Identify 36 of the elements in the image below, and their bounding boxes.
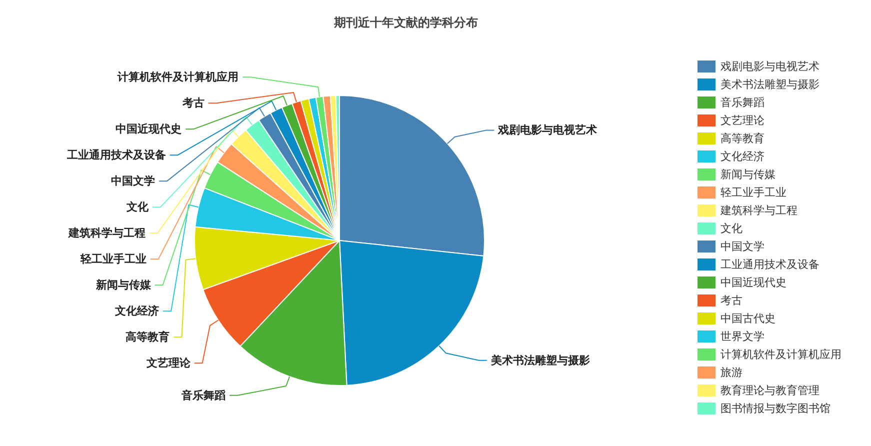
data-label: 工业通用技术及设备 xyxy=(66,148,166,162)
chart-title: 期刊近十年文献的学科分布 xyxy=(333,16,478,30)
data-label: 音乐舞蹈 xyxy=(180,388,226,402)
legend-label: 文化经济 xyxy=(720,150,764,163)
legend-label: 工业通用技术及设备 xyxy=(720,258,820,271)
data-label: 文化 xyxy=(125,200,150,214)
legend-label: 中国古代史 xyxy=(720,312,776,325)
data-label: 中国文学 xyxy=(111,174,156,188)
data-label: 计算机软件及计算机应用 xyxy=(116,70,239,84)
legend-label: 中国文学 xyxy=(720,240,764,253)
legend-label: 图书情报与数字图书馆 xyxy=(720,402,830,415)
legend-label: 美术书法雕塑与摄影 xyxy=(720,78,820,91)
legend-label: 戏剧电影与电视艺术 xyxy=(720,60,820,73)
legend-label: 世界文学 xyxy=(720,330,764,343)
data-label: 中国近现代史 xyxy=(116,122,182,136)
data-label: 美术书法雕塑与摄影 xyxy=(490,354,590,367)
data-label: 文艺理论 xyxy=(145,356,192,370)
legend-label: 轻工业手工业 xyxy=(720,186,786,199)
legend-label: 新闻与传媒 xyxy=(720,168,776,181)
data-label: 建筑科学与工程 xyxy=(68,226,146,240)
legend-label: 旅游 xyxy=(720,366,742,379)
data-label: 考古 xyxy=(181,96,204,110)
legend-label: 中国近现代史 xyxy=(720,276,786,289)
data-label: 高等教育 xyxy=(126,330,170,344)
legend-label: 文化 xyxy=(720,222,742,235)
legend-label: 考古 xyxy=(720,294,742,307)
data-label: 新闻与传媒 xyxy=(94,278,152,292)
legend-label: 音乐舞蹈 xyxy=(720,96,764,109)
data-label: 轻工业手工业 xyxy=(79,252,146,266)
data-label: 戏剧电影与电视艺术 xyxy=(497,124,598,137)
legend-label: 文艺理论 xyxy=(720,114,764,127)
legend-label: 教育理论与教育管理 xyxy=(720,384,820,397)
legend-label: 计算机软件及计算机应用 xyxy=(720,348,842,361)
legend-label: 高等教育 xyxy=(720,132,764,145)
data-label: 文化经济 xyxy=(114,304,160,318)
legend-label: 建筑科学与工程 xyxy=(720,204,798,217)
